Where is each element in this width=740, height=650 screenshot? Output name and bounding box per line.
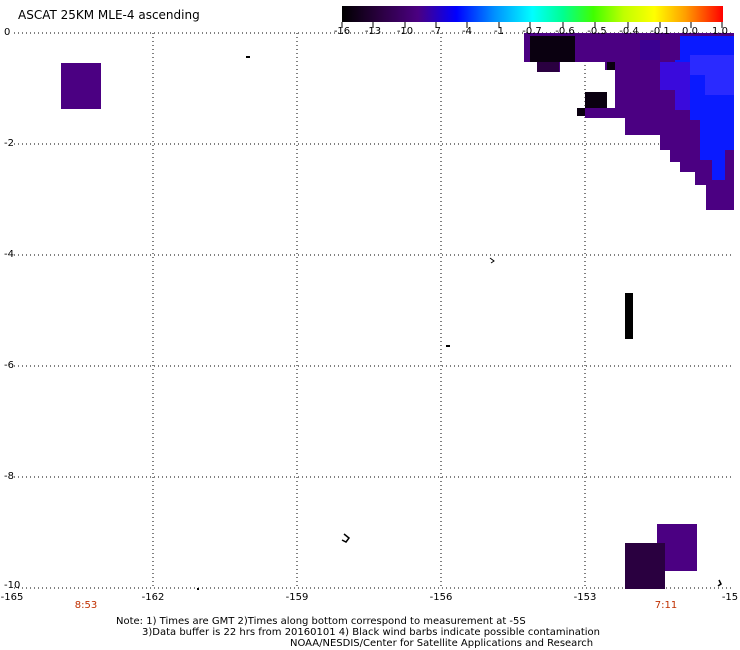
cbar-tick-label: 1.0 xyxy=(712,26,728,37)
data-swath-northwest xyxy=(61,63,101,109)
footnote-line-1: Note: 1) Times are GMT 2)Times along bot… xyxy=(116,616,526,627)
black-bar-contamination xyxy=(625,293,633,339)
cbar-tick-label: -0.7 xyxy=(522,26,542,37)
cbar-tick-label: -0.1 xyxy=(650,26,670,37)
small-mark-1 xyxy=(246,56,250,58)
x-tick-label: -15 xyxy=(721,592,739,603)
y-tick-label: -8 xyxy=(4,471,14,482)
cbar-tick-label: 0.0 xyxy=(682,26,698,37)
cbar-tick-label: -10 xyxy=(396,26,414,37)
colorbar-ticks xyxy=(341,22,723,28)
y-tick-label: -2 xyxy=(4,138,14,149)
map-title: ASCAT 25KM MLE-4 ascending xyxy=(18,8,200,22)
cbar-tick-label: -1 xyxy=(494,26,504,37)
cbar-tick-label: -7 xyxy=(431,26,441,37)
x-tick-label: -153 xyxy=(573,592,597,603)
cbar-tick-label: -13 xyxy=(364,26,382,37)
x-tick-label: -159 xyxy=(285,592,309,603)
colorbar xyxy=(342,6,723,22)
cbar-tick-label: -16 xyxy=(333,26,351,37)
data-swath-southeast xyxy=(625,524,697,589)
time-label-left: 8:53 xyxy=(74,600,98,611)
x-tick-label: -156 xyxy=(429,592,453,603)
cbar-tick-label: -0.6 xyxy=(555,26,575,37)
small-mark-3 xyxy=(197,588,199,590)
cbar-tick-label: -4 xyxy=(462,26,472,37)
x-tick-label: -165 xyxy=(0,592,24,603)
wind-barb-2 xyxy=(341,533,351,543)
footnote-line-2: 3)Data buffer is 22 hrs from 20160101 4)… xyxy=(142,627,600,638)
data-swath-northeast xyxy=(524,33,734,210)
y-tick-label: -4 xyxy=(4,249,14,260)
cbar-tick-label: -0.4 xyxy=(619,26,639,37)
time-label-right: 7:11 xyxy=(654,600,678,611)
grid xyxy=(14,32,734,589)
wind-barb-1 xyxy=(489,257,495,264)
wind-barb-3 xyxy=(717,579,722,587)
y-tick-label: 0 xyxy=(4,27,11,38)
footnote: Note: 1) Times are GMT 2)Times along bot… xyxy=(116,616,600,649)
x-tick-label: -162 xyxy=(141,592,165,603)
y-tick-label: -10 xyxy=(4,580,21,591)
cbar-tick-label: -0.5 xyxy=(587,26,607,37)
footnote-line-3: NOAA/NESDIS/Center for Satellite Applica… xyxy=(290,638,594,649)
y-tick-label: -6 xyxy=(4,360,14,371)
small-mark-2 xyxy=(446,345,450,347)
